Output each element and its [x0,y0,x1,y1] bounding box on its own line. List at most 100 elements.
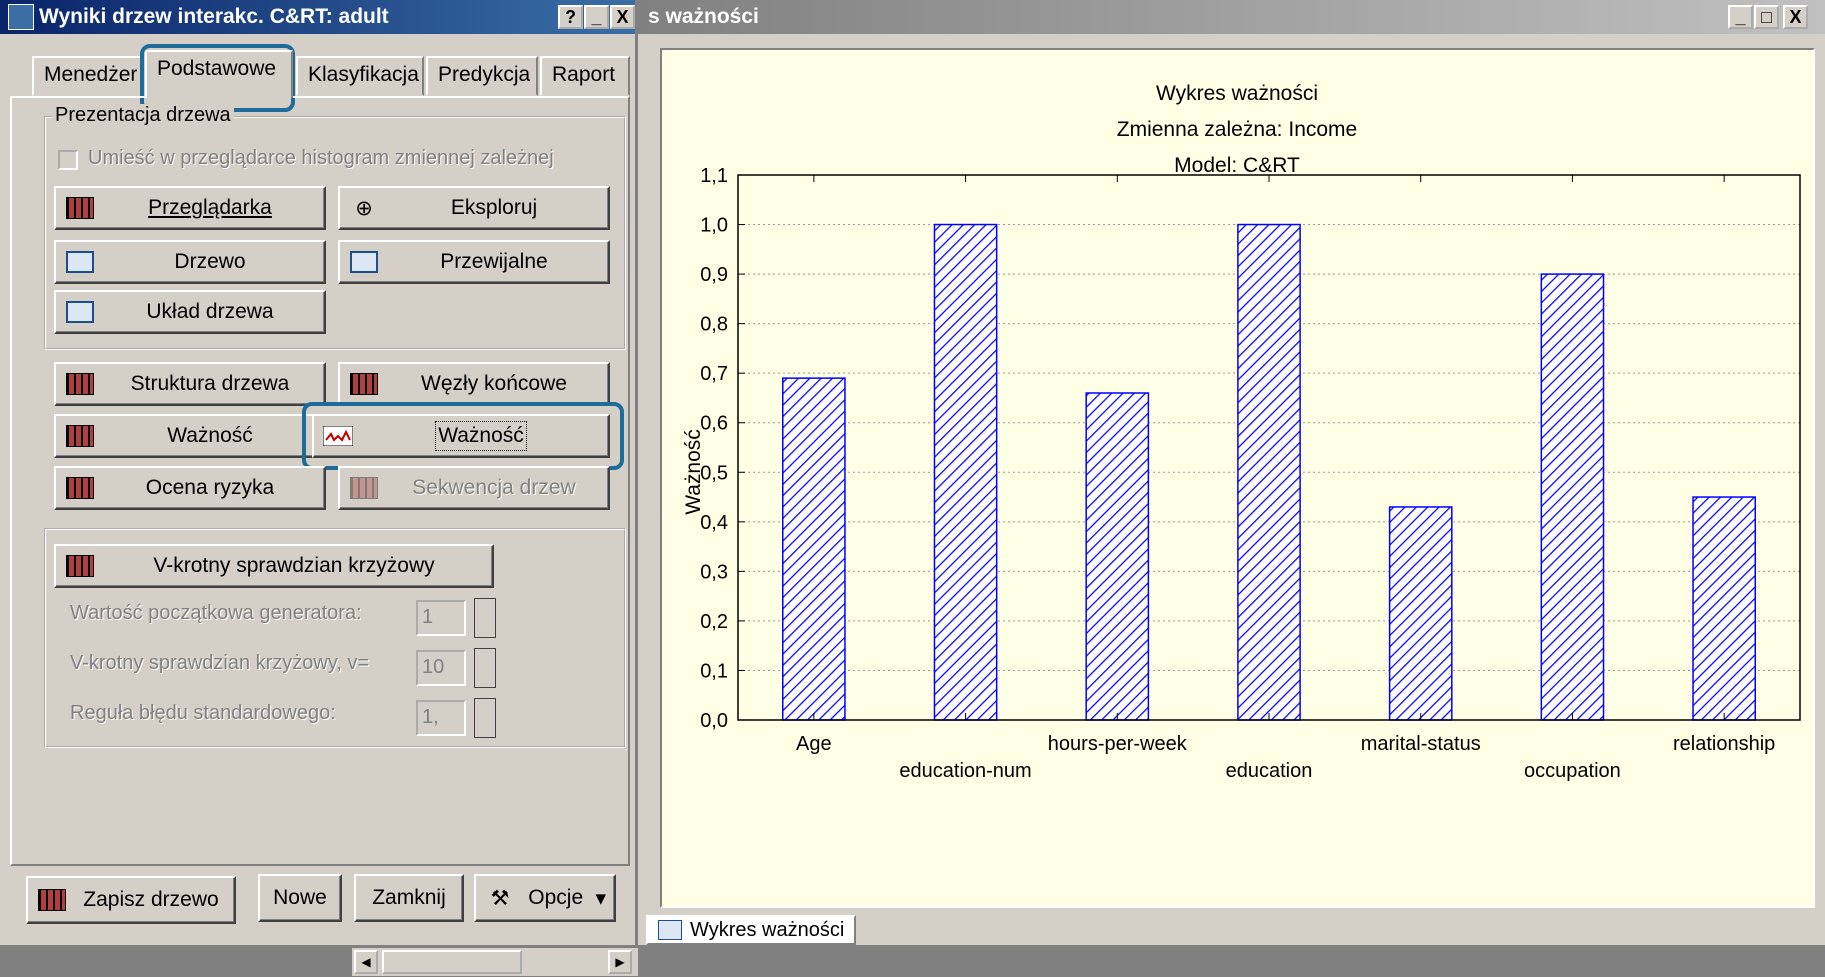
explore-button[interactable]: ⊕ Eksploruj [338,186,610,230]
bar-education [1237,223,1301,721]
chart-x-ticks: Age education-num hours-per-week education m… [796,175,1775,782]
scroll-thumb[interactable] [382,950,522,974]
chart-window-title: s ważności [648,5,759,28]
tab-manager[interactable]: Menedżer [32,56,142,96]
importance-chart: Wykres ważności Zmienna zależna: Income … [682,82,1801,782]
scroll-left-arrow-icon[interactable]: ◀ [354,950,378,974]
y-tick-label: 0,9 [700,264,728,286]
new-button[interactable]: Nowe [258,874,342,922]
bar-chart-icon [322,424,354,448]
dialog-titlebar: Wyniki drzew interakc. C&RT: adult [0,0,635,34]
hammer-icon: ⚒ [490,886,510,910]
chart-minimize-button[interactable]: _ [1728,5,1753,29]
v-fold-spinner[interactable] [474,648,496,688]
x-tick-label: education [1226,760,1313,782]
chart-tab-icon [658,920,682,940]
save-icon [36,888,68,912]
tab-prediction[interactable]: Predykcja [426,56,538,96]
tab-panel-basic [10,96,630,866]
y-axis-label: Ważność [682,429,705,515]
results-dialog: Wyniki drzew interakc. C&RT: adult ? _ X… [0,0,638,945]
y-tick-label: 0,1 [700,660,728,682]
chart-panel: Wykres ważności Zmienna zależna: Income … [660,48,1815,908]
dialog-title: Wyniki drzew interakc. C&RT: adult [39,5,389,28]
app-icon [8,4,34,30]
bar-occupation [1540,273,1605,721]
bar-education-num [933,223,998,721]
chart-window: s ważności _ □ X Wykres ważności Zmienna… [638,0,1825,945]
tree-presentation-label: Prezentacja drzewa [52,104,234,127]
importance-chart-button[interactable]: Ważność [312,414,610,458]
scrollable-button[interactable]: Przewijalne [338,240,610,284]
seed-spinner[interactable] [474,598,496,638]
y-tick-label: 0,7 [700,363,728,385]
tab-classification[interactable]: Klasyfikacja [296,56,424,96]
scroll-right-arrow-icon[interactable]: ▶ [608,950,632,974]
y-tick-label: 0,0 [700,710,728,732]
tree-structure-button[interactable]: Struktura drzewa [54,362,326,406]
tab-report[interactable]: Raport [540,56,630,96]
spreadsheet-icon [64,476,96,500]
chart-title: Wykres ważności [1156,82,1318,105]
y-tick-label: 0,3 [700,561,728,583]
status-bar [0,945,1825,977]
chart-window-titlebar: s ważności [638,0,1825,34]
spreadsheet-icon [348,372,380,396]
cross-validation-group [44,528,626,748]
tree-button[interactable]: Drzewo [54,240,326,284]
spreadsheet-icon [64,554,96,578]
importance-chart-highlight-callout [302,402,624,470]
magnifier-icon: ⊕ [355,196,373,220]
chart-window-tab[interactable]: Wykres ważności [646,915,857,945]
x-tick-label: education-num [899,760,1031,782]
tree-icon [64,250,96,274]
x-tick-label: occupation [1524,760,1621,782]
save-tree-button[interactable]: Zapisz drzewo [26,876,236,924]
scrollable-tree-icon [348,250,380,274]
histogram-checkbox-label: Umieść w przeglądarce histogram zmiennej… [88,147,554,169]
spreadsheet-icon [64,372,96,396]
y-tick-label: 1,1 [700,165,728,187]
horizontal-scrollbar[interactable]: ◀ ▶ [352,948,638,976]
cross-validation-button[interactable]: V-krotny sprawdzian krzyżowy [54,544,494,588]
risk-estimate-button[interactable]: Ocena ryzyka [54,466,326,510]
tree-presentation-group [44,116,626,350]
se-rule-spinner[interactable] [474,698,496,738]
x-tick-label: hours-per-week [1048,733,1188,755]
chart-subtitle-dependent: Zmienna zależna: Income [1117,118,1357,141]
bar-Age [782,377,846,721]
v-fold-label: V-krotny sprawdzian krzyżowy, v= [70,652,370,674]
tree-sequence-button[interactable]: Sekwencja drzew [338,466,610,510]
close-window-button[interactable]: X [610,5,635,29]
x-tick-label: relationship [1673,733,1775,755]
terminal-nodes-button[interactable]: Węzły końcowe [338,362,610,406]
importance-table-button[interactable]: Ważność [54,414,326,458]
y-tick-label: 0,5 [700,462,728,484]
browser-button[interactable]: Przeglądarka [54,186,326,230]
chart-y-ticks: 0,0 0,1 0,2 0,3 0,4 0,5 0,6 0,7 0,8 0,9 1,0 1,1 [700,165,745,732]
chart-maximize-button[interactable]: □ [1754,5,1779,29]
y-tick-label: 0,2 [700,611,728,633]
bar-relationship [1692,496,1756,721]
tree-layout-button[interactable]: Układ drzewa [54,290,326,334]
spreadsheet-icon [348,476,380,500]
x-tick-label: marital-status [1361,733,1481,755]
tab-basic[interactable]: Podstawowe [145,50,293,98]
se-rule-input[interactable]: 1, [416,700,466,736]
chart-close-button[interactable]: X [1783,5,1808,29]
dropdown-arrow-icon: ▾ [595,886,606,910]
spreadsheet-icon [64,424,96,448]
seed-label: Wartość początkowa generatora: [70,602,362,624]
chart-bars [782,223,1756,721]
histogram-checkbox[interactable] [58,150,78,170]
options-button[interactable]: ⚒ Opcje ▾ [474,874,616,922]
v-fold-input[interactable]: 10 [416,650,466,686]
seed-input[interactable]: 1 [416,600,466,636]
y-tick-label: 0,8 [700,314,728,336]
se-rule-label: Reguła błędu standardowego: [70,702,336,724]
minimize-button[interactable]: _ [584,5,609,29]
help-button[interactable]: ? [558,5,583,29]
close-button[interactable]: Zamknij [354,874,464,922]
summary-grid-icon [64,196,96,220]
chart-subtitle-model: Model: C&RT [1174,154,1300,177]
